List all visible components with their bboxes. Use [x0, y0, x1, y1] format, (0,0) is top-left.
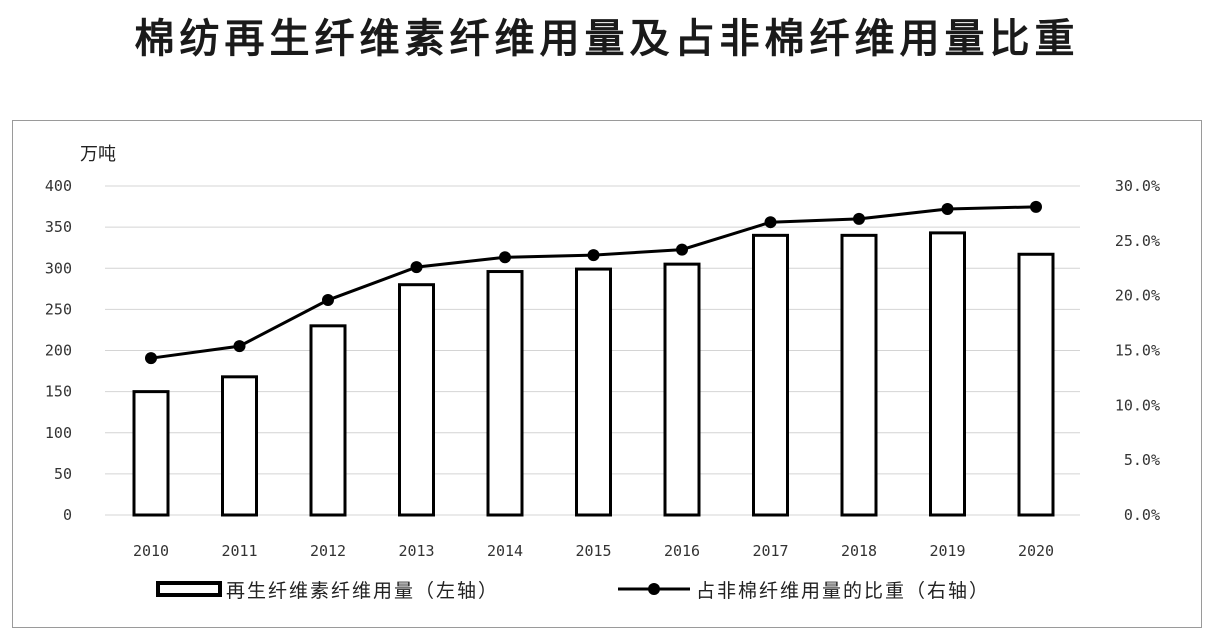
line-point — [676, 243, 688, 256]
legend-line-marker — [648, 583, 660, 595]
bar — [132, 390, 170, 517]
x-tick-label: 2013 — [398, 542, 434, 560]
right-tick-label: 5.0% — [1124, 451, 1160, 469]
line-point — [410, 261, 423, 274]
line-series — [145, 200, 1042, 365]
right-tick-label: 10.0% — [1115, 396, 1160, 414]
bar — [929, 231, 966, 517]
bar — [1017, 252, 1055, 517]
left-tick-label: 100 — [45, 424, 72, 442]
chart-frame — [12, 120, 1202, 628]
left-axis-unit: 万吨 — [80, 144, 116, 165]
x-tick-label: 2018 — [841, 542, 877, 560]
right-tick-label: 20.0% — [1115, 287, 1160, 305]
bar — [309, 324, 347, 517]
line-point — [1030, 200, 1042, 213]
line-point — [853, 212, 865, 225]
line-point — [764, 216, 777, 229]
x-tick-label: 2012 — [310, 542, 346, 560]
left-tick-label: 50 — [54, 465, 72, 483]
legend-line-label: 占非棉纤维用量的比重（右轴） — [696, 580, 990, 602]
line-point — [322, 294, 334, 307]
x-tick-label: 2011 — [221, 542, 257, 560]
legend-bar-swatch — [156, 581, 222, 597]
legend-bar-label: 再生纤维素纤维用量（左轴） — [226, 580, 499, 602]
bar — [398, 283, 435, 517]
left-tick-label: 150 — [45, 383, 72, 401]
right-axis-ticks: 0.0% 5.0% 10.0% 15.0% 20.0% 25.0% 30.0% — [1115, 177, 1160, 524]
x-axis-ticks: 2010 2011 2012 2013 2014 2015 2016 2017 2018 2019… — [133, 542, 1054, 560]
x-tick-label: 2010 — [133, 542, 169, 560]
line-point — [499, 251, 511, 264]
legend: 再生纤维素纤维用量（左轴） 占非棉纤维用量的比重（右轴） — [156, 580, 990, 602]
bar — [752, 233, 789, 517]
bar — [575, 267, 612, 517]
right-tick-label: 15.0% — [1115, 342, 1160, 360]
x-tick-label: 2019 — [929, 542, 965, 560]
x-tick-label: 2020 — [1018, 542, 1054, 560]
line-point — [941, 203, 954, 216]
bar — [486, 270, 524, 517]
bar-series — [132, 231, 1055, 517]
bar — [663, 262, 701, 517]
line-point — [587, 249, 600, 262]
line-point — [145, 352, 157, 365]
left-tick-label: 300 — [45, 259, 72, 277]
left-tick-label: 350 — [45, 218, 72, 236]
page-title: 棉纺再生纤维素纤维用量及占非棉纤维用量比重 — [134, 16, 1080, 62]
x-tick-label: 2017 — [752, 542, 788, 560]
x-tick-label: 2016 — [664, 542, 700, 560]
right-tick-label: 25.0% — [1115, 232, 1160, 250]
left-tick-label: 400 — [45, 177, 72, 195]
bar — [221, 375, 258, 517]
left-tick-label: 0 — [63, 506, 72, 524]
left-tick-label: 250 — [45, 300, 72, 318]
bar — [840, 233, 878, 517]
left-axis-ticks: 0 50 100 150 200 250 300 350 400 — [45, 177, 72, 524]
right-tick-label: 0.0% — [1124, 506, 1160, 524]
x-tick-label: 2014 — [487, 542, 523, 560]
right-tick-label: 30.0% — [1115, 177, 1160, 195]
left-tick-label: 200 — [45, 342, 72, 360]
x-tick-label: 2015 — [575, 542, 611, 560]
line-point — [233, 340, 246, 353]
